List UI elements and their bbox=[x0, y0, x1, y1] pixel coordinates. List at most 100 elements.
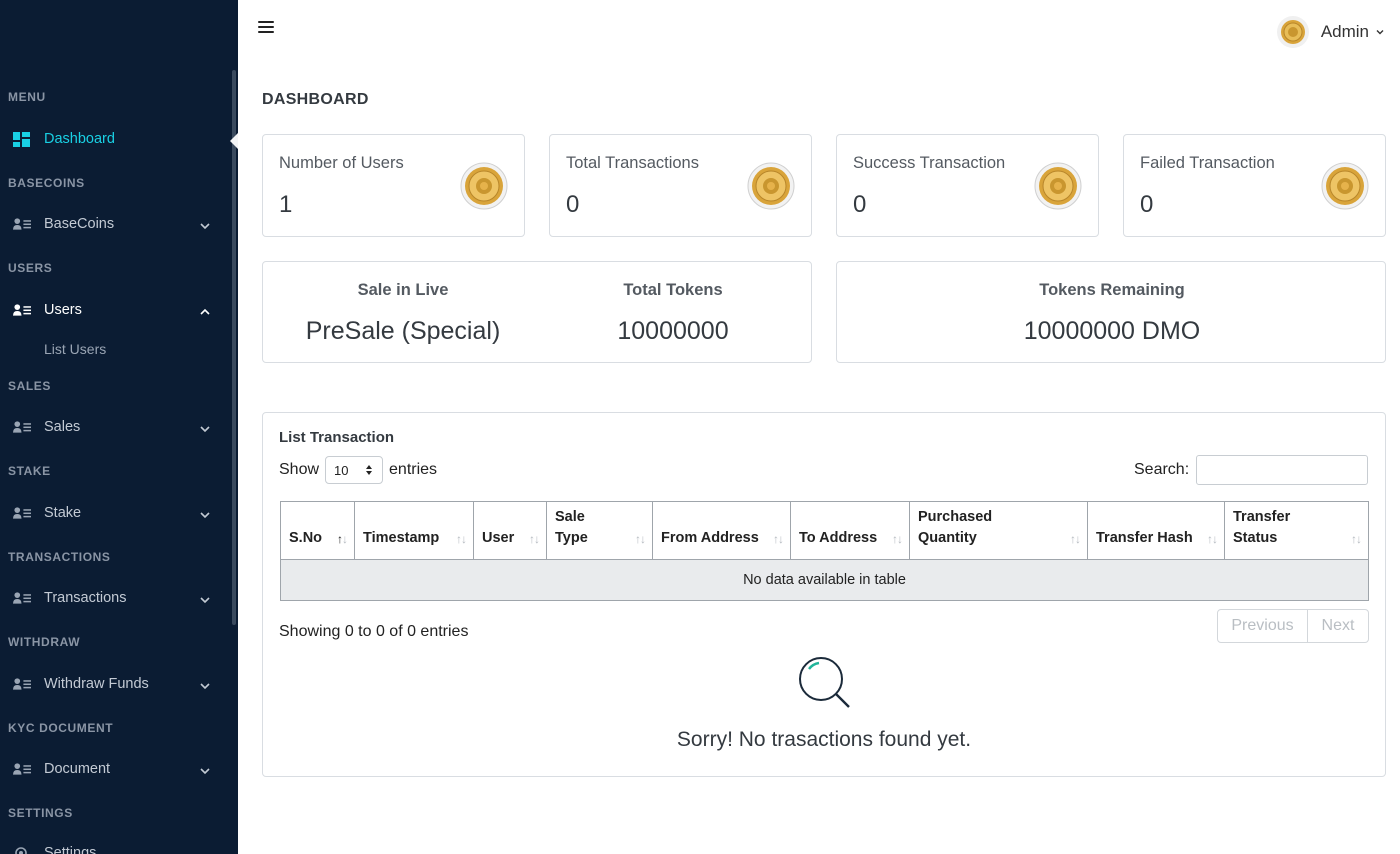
section-basecoins: BASECOINS bbox=[8, 176, 85, 190]
sidebar-item-label: Document bbox=[44, 761, 111, 777]
user-list-icon bbox=[13, 677, 31, 691]
sort-asc-icon: ↑↓ bbox=[337, 532, 348, 546]
gear-icon bbox=[13, 846, 31, 854]
column-header-transfer-hash[interactable]: Transfer Hash ↑↓ bbox=[1087, 501, 1225, 560]
sidebar-item-document[interactable]: Document bbox=[0, 752, 230, 786]
chevron-up-icon bbox=[200, 305, 210, 315]
previous-button[interactable]: Previous bbox=[1217, 609, 1308, 643]
select-arrows-icon bbox=[366, 465, 373, 475]
section-withdraw: WITHDRAW bbox=[8, 635, 81, 649]
page-length-value: 10 bbox=[334, 462, 349, 478]
sidebar-item-withdraw-funds[interactable]: Withdraw Funds bbox=[0, 667, 230, 701]
topbar: Admin bbox=[238, 0, 1400, 66]
hamburger-menu-icon[interactable] bbox=[258, 21, 274, 35]
sale-card: Sale in Live PreSale (Special) Total Tok… bbox=[262, 261, 812, 363]
user-menu[interactable]: Admin bbox=[1276, 16, 1385, 48]
chevron-down-icon bbox=[200, 508, 210, 519]
sidebar-item-sales[interactable]: Sales bbox=[0, 410, 230, 444]
user-list-icon bbox=[13, 591, 31, 605]
sidebar-item-settings[interactable]: Settings bbox=[0, 836, 230, 854]
column-header-purchased-quantity[interactable]: Purchased Quantity ↑↓ bbox=[909, 501, 1088, 560]
stat-label: Total Transactions bbox=[566, 154, 699, 172]
column-header-from-address[interactable]: From Address ↑↓ bbox=[652, 501, 791, 560]
table-row: No data available in table bbox=[280, 559, 1369, 601]
sidebar-scrollbar[interactable] bbox=[232, 70, 236, 625]
stat-card-success-transaction: Success Transaction 0 bbox=[836, 134, 1099, 237]
sidebar-item-label: Stake bbox=[44, 505, 82, 521]
menu-heading: MENU bbox=[8, 90, 46, 104]
stat-card-total-transactions: Total Transactions 0 bbox=[549, 134, 812, 237]
section-kyc-document: KYC DOCUMENT bbox=[8, 721, 114, 735]
page-length-control: Show 10 entries bbox=[279, 456, 437, 484]
chevron-down-icon bbox=[200, 422, 210, 433]
sort-icon: ↑↓ bbox=[773, 532, 784, 546]
empty-table-cell: No data available in table bbox=[280, 559, 1369, 601]
column-header-user[interactable]: User ↑↓ bbox=[473, 501, 547, 560]
user-list-icon bbox=[13, 420, 31, 434]
bitcoin-coin-icon bbox=[460, 162, 508, 210]
stat-label: Number of Users bbox=[279, 154, 404, 172]
stat-label: Success Transaction bbox=[853, 154, 1006, 172]
sale-live-value: PreSale (Special) bbox=[305, 317, 501, 345]
user-list-icon bbox=[13, 762, 31, 776]
stat-label: Failed Transaction bbox=[1140, 154, 1275, 172]
magnifier-icon bbox=[799, 657, 850, 708]
tokens-remaining-value: 10000000 DMO bbox=[1023, 317, 1201, 345]
transactions-table: S.No ↑↓ Timestamp ↑↓ User ↑↓ Sale Type ↑↓ Fr… bbox=[280, 501, 1369, 601]
next-button[interactable]: Next bbox=[1308, 609, 1369, 643]
avatar bbox=[1276, 16, 1309, 48]
stat-card-failed-transaction: Failed Transaction 0 bbox=[1123, 134, 1386, 237]
sort-icon: ↑↓ bbox=[529, 532, 540, 546]
user-list-icon bbox=[13, 217, 31, 231]
sidebar-item-stake[interactable]: Stake bbox=[0, 496, 230, 530]
column-header-sno[interactable]: S.No ↑↓ bbox=[280, 501, 355, 560]
active-indicator bbox=[230, 133, 238, 149]
sort-icon: ↑↓ bbox=[456, 532, 467, 546]
sidebar-item-label: Transactions bbox=[44, 590, 127, 606]
column-header-timestamp[interactable]: Timestamp ↑↓ bbox=[354, 501, 474, 560]
sidebar-item-transactions[interactable]: Transactions bbox=[0, 581, 230, 615]
section-users: USERS bbox=[8, 261, 53, 275]
total-tokens-label: Total Tokens bbox=[623, 281, 723, 299]
sidebar-item-dashboard[interactable]: Dashboard bbox=[0, 122, 230, 156]
section-settings: SETTINGS bbox=[8, 806, 73, 820]
page-length-select[interactable]: 10 bbox=[325, 456, 384, 484]
chevron-down-icon bbox=[200, 679, 210, 690]
section-transactions: TRANSACTIONS bbox=[8, 550, 111, 564]
sidebar-item-label: Dashboard bbox=[44, 131, 115, 147]
tokens-remaining-card: Tokens Remaining 10000000 DMO bbox=[836, 261, 1386, 363]
sort-icon: ↑↓ bbox=[1207, 532, 1218, 546]
sidebar-item-basecoins[interactable]: BaseCoins bbox=[0, 207, 230, 241]
bitcoin-coin-icon bbox=[747, 162, 795, 210]
table-info: Showing 0 to 0 of 0 entries bbox=[279, 623, 469, 640]
tokens-remaining-label: Tokens Remaining bbox=[1039, 281, 1185, 299]
column-header-sale-type[interactable]: Sale Type ↑↓ bbox=[546, 501, 653, 560]
column-header-to-address[interactable]: To Address ↑↓ bbox=[790, 501, 910, 560]
sort-icon: ↑↓ bbox=[635, 532, 646, 546]
sidebar-subitem-list-users[interactable]: List Users bbox=[44, 341, 107, 357]
chevron-down-icon bbox=[200, 764, 210, 775]
stat-value: 0 bbox=[566, 191, 580, 218]
search-input[interactable] bbox=[1196, 455, 1368, 485]
sidebar-item-label: Users bbox=[44, 302, 82, 318]
sort-icon: ↑↓ bbox=[1351, 532, 1362, 546]
total-tokens-value: 10000000 bbox=[617, 317, 729, 345]
sidebar-item-label: Sales bbox=[44, 419, 81, 435]
sidebar-item-label: Settings bbox=[44, 845, 97, 854]
entries-label: entries bbox=[389, 461, 438, 478]
section-sales: SALES bbox=[8, 379, 52, 393]
search-label: Search: bbox=[1134, 461, 1190, 478]
column-header-transfer-status[interactable]: Transfer Status ↑↓ bbox=[1224, 501, 1369, 560]
user-name: Admin bbox=[1320, 22, 1369, 41]
user-list-icon bbox=[13, 303, 31, 317]
pagination: Previous Next bbox=[1217, 609, 1369, 643]
user-list-icon bbox=[13, 506, 31, 520]
sale-live-label: Sale in Live bbox=[357, 281, 449, 299]
stat-value: 1 bbox=[279, 191, 293, 218]
dashboard-icon bbox=[13, 131, 31, 147]
bitcoin-coin-icon bbox=[1034, 162, 1082, 210]
sidebar-item-users[interactable]: Users bbox=[0, 293, 230, 327]
section-stake: STAKE bbox=[8, 464, 51, 478]
chevron-down-icon bbox=[200, 219, 210, 230]
sidebar-item-label: BaseCoins bbox=[44, 216, 115, 232]
